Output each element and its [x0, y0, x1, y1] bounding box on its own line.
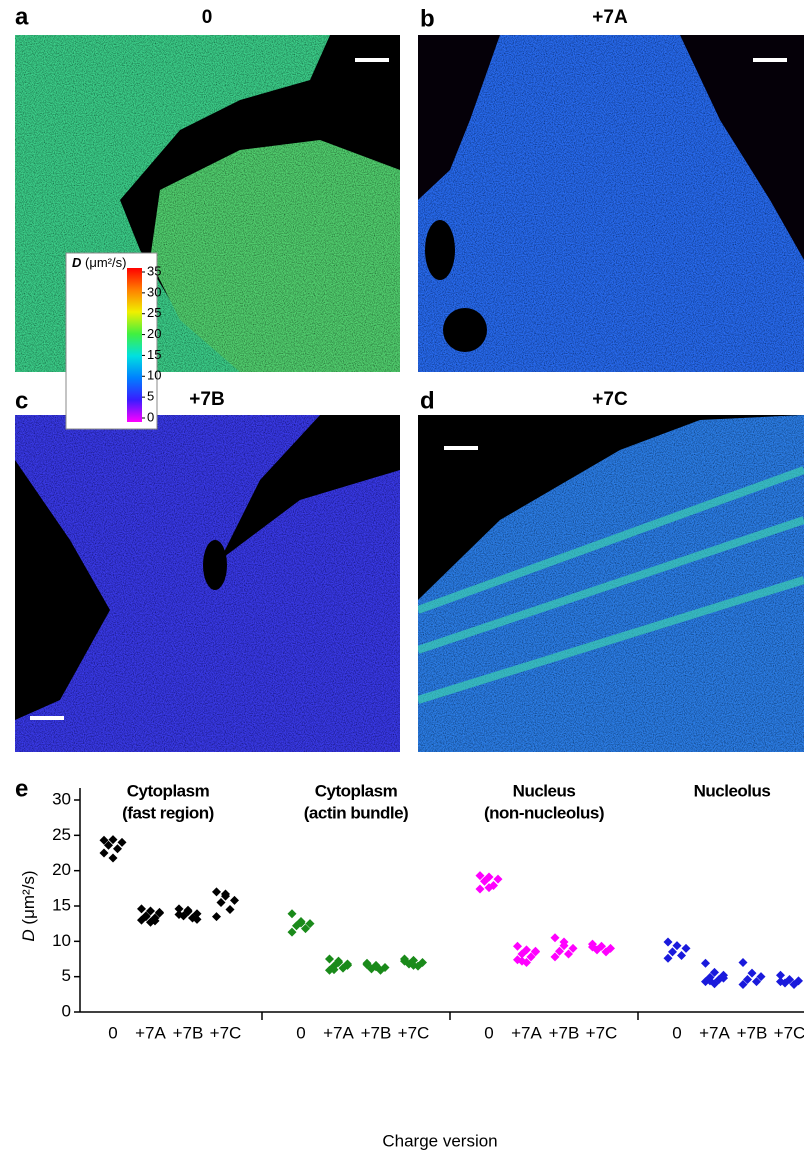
- group-title: Cytoplasm: [315, 781, 398, 800]
- y-tick-label: 25: [52, 825, 71, 844]
- image-d: [418, 415, 804, 752]
- x-tick-label: +7B: [737, 1023, 768, 1042]
- data-point: [230, 896, 239, 905]
- data-point: [668, 947, 677, 956]
- data-point: [513, 942, 522, 951]
- colorbar-tick-label: 5: [147, 389, 154, 404]
- y-tick-label: 10: [52, 931, 71, 950]
- x-tick-label: 0: [108, 1023, 117, 1042]
- x-tick-label: +7A: [135, 1023, 166, 1042]
- x-tick-label: +7C: [398, 1023, 430, 1042]
- image-b: [418, 35, 804, 372]
- data-point: [288, 909, 297, 918]
- x-tick-label: +7A: [511, 1023, 542, 1042]
- colorbar-tick-label: 35: [147, 263, 161, 278]
- colorbar-tick-label: 0: [147, 409, 154, 424]
- x-tick-label: +7B: [173, 1023, 204, 1042]
- panel-title: 0: [202, 7, 213, 28]
- figure: a 0 b +7A c +7B d +7C D (μm²/s) e Charge…: [0, 0, 804, 1155]
- y-tick-label: 0: [62, 1001, 71, 1020]
- group-title: (actin bundle): [304, 803, 408, 822]
- data-point: [113, 844, 122, 853]
- y-tick-label: 15: [52, 895, 71, 914]
- panel-label: d: [420, 387, 435, 414]
- colorbar: [127, 268, 142, 422]
- x-axis-label: Charge version: [382, 1131, 497, 1150]
- panel-label: c: [15, 387, 28, 414]
- y-tick-label: 20: [52, 860, 71, 879]
- colorbar-tick-label: 30: [147, 284, 161, 299]
- x-tick-label: +7C: [774, 1023, 804, 1042]
- data-point: [137, 904, 146, 913]
- group-title: Cytoplasm: [127, 781, 210, 800]
- panel-title: +7B: [189, 389, 224, 410]
- data-point: [212, 912, 221, 921]
- colorbar-label: D (μm²/s): [72, 255, 126, 270]
- data-point: [664, 954, 673, 963]
- y-tick-label: 5: [62, 966, 71, 985]
- x-tick-label: +7B: [549, 1023, 580, 1042]
- data-point: [476, 885, 485, 894]
- data-point: [551, 933, 560, 942]
- panel-title: +7A: [592, 7, 628, 28]
- data-point: [673, 941, 682, 950]
- colorbar-tick-label: 15: [147, 347, 161, 362]
- colorbar-box: [66, 253, 157, 429]
- data-point: [682, 944, 691, 953]
- colorbar-tick-label: 10: [147, 368, 161, 383]
- x-tick-label: +7B: [361, 1023, 392, 1042]
- group-title: Nucleolus: [694, 781, 771, 800]
- data-point: [494, 875, 503, 884]
- data-point: [118, 838, 127, 847]
- data-point: [100, 849, 109, 858]
- x-tick-label: 0: [672, 1023, 681, 1042]
- panel-title: +7C: [592, 389, 628, 410]
- colorbar-tick-label: 25: [147, 305, 161, 320]
- x-tick-label: +7A: [323, 1023, 354, 1042]
- group-title: Nucleus: [513, 781, 576, 800]
- image-c: [15, 415, 400, 752]
- x-tick-label: +7A: [699, 1023, 730, 1042]
- x-tick-label: 0: [296, 1023, 305, 1042]
- data-point: [217, 898, 226, 907]
- colorbar-tick-label: 20: [147, 326, 161, 341]
- data-point: [109, 853, 118, 862]
- x-tick-label: 0: [484, 1023, 493, 1042]
- group-title: (non-nucleolus): [484, 803, 604, 822]
- panel-label: a: [15, 3, 29, 30]
- data-point: [212, 887, 221, 896]
- data-point: [664, 938, 673, 947]
- y-axis-label: D (μm²/s): [19, 870, 38, 941]
- group-title: (fast region): [122, 803, 214, 822]
- data-point: [226, 905, 235, 914]
- y-tick-label: 30: [52, 789, 71, 808]
- data-point: [325, 955, 334, 964]
- x-tick-label: +7C: [210, 1023, 242, 1042]
- data-point: [739, 958, 748, 967]
- data-point: [748, 969, 757, 978]
- data-point: [701, 959, 710, 968]
- panel-label: e: [15, 775, 28, 802]
- panel-label: b: [420, 5, 435, 32]
- data-point: [677, 951, 686, 960]
- x-tick-label: +7C: [586, 1023, 618, 1042]
- data-point: [288, 928, 297, 937]
